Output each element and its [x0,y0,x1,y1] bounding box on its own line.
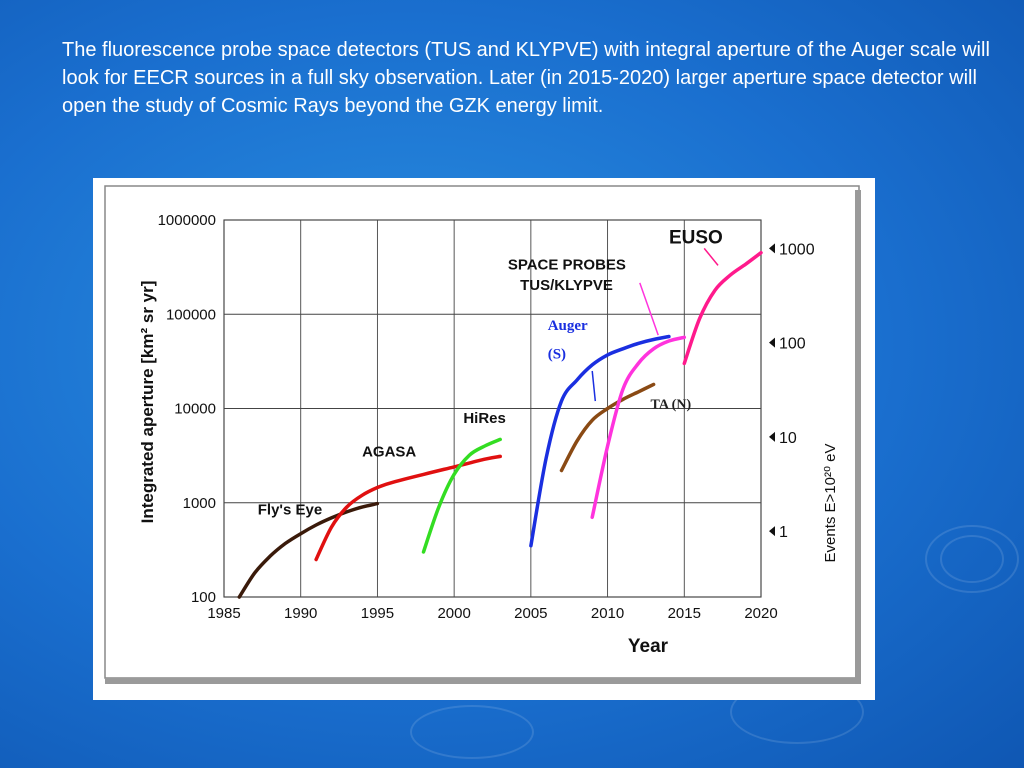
x-tick-label: 1995 [361,605,394,622]
right-tick-marker [769,431,775,442]
x-tick-label: 2005 [514,605,547,622]
right-tick-label: 1 [779,524,788,541]
series-line [682,250,763,366]
y-tick-label: 1000 [183,495,216,512]
aperture-chart: 1985 1990 1995 2000 2005 2010 2015 2020 100 1000 1… [104,185,861,684]
series-line [529,334,671,548]
annotation-label: SPACE PROBES [508,256,626,273]
annotation-label: TUS/KLYPVE [520,277,613,294]
annotation-label: HiRes [463,410,506,427]
annotation-label: (S) [548,346,566,362]
y-tick-label: 1000000 [158,212,216,229]
x-tick-label: 1985 [207,605,240,622]
right-tick-label: 100 [779,336,806,353]
right-tick-marker [769,243,775,254]
x-tick-label: 2000 [437,605,470,622]
right-axis-label: Events E>10²⁰ eV [822,444,839,563]
annotation-label: Fly's Eye [258,502,322,519]
y-tick-label: 10000 [174,401,216,418]
annotation-label: EUSO [669,228,723,249]
annotation-label: TA (N) [651,398,692,413]
plot-panel [104,185,860,679]
y-tick-label: 100000 [166,306,216,323]
series-line [237,501,380,599]
x-axis-label: Year [628,636,669,657]
panel-shadow-right [855,190,861,684]
right-tick-label: 1000 [779,241,815,258]
y-axis-label: Integrated aperture [km² sr yr] [138,281,157,524]
right-tick-marker [769,337,775,348]
x-tick-label: 2020 [744,605,777,622]
series-line [314,454,502,562]
annotation-label: AGASA [362,443,416,460]
y-tick-label: 100 [191,589,216,606]
chart-figure: 1985 1990 1995 2000 2005 2010 2015 2020 100 1000 1… [93,178,875,700]
ripple-decoration [410,705,534,759]
series-line [421,437,502,554]
annotation-arrow [639,282,659,336]
x-tick-label: 1990 [284,605,317,622]
x-tick-label: 2010 [591,605,624,622]
right-tick-label: 10 [779,430,797,447]
series-line [559,382,656,473]
right-tick-marker [769,526,775,537]
series-line [590,335,687,520]
annotation-arrow [591,370,597,402]
x-tick-label: 2015 [668,605,701,622]
slide-caption: The fluorescence probe space detectors (… [62,39,990,117]
ripple-decoration [925,525,1019,593]
panel-shadow-bottom [105,678,861,684]
annotation-label: Auger [548,318,588,334]
annotation-arrow [703,247,719,266]
